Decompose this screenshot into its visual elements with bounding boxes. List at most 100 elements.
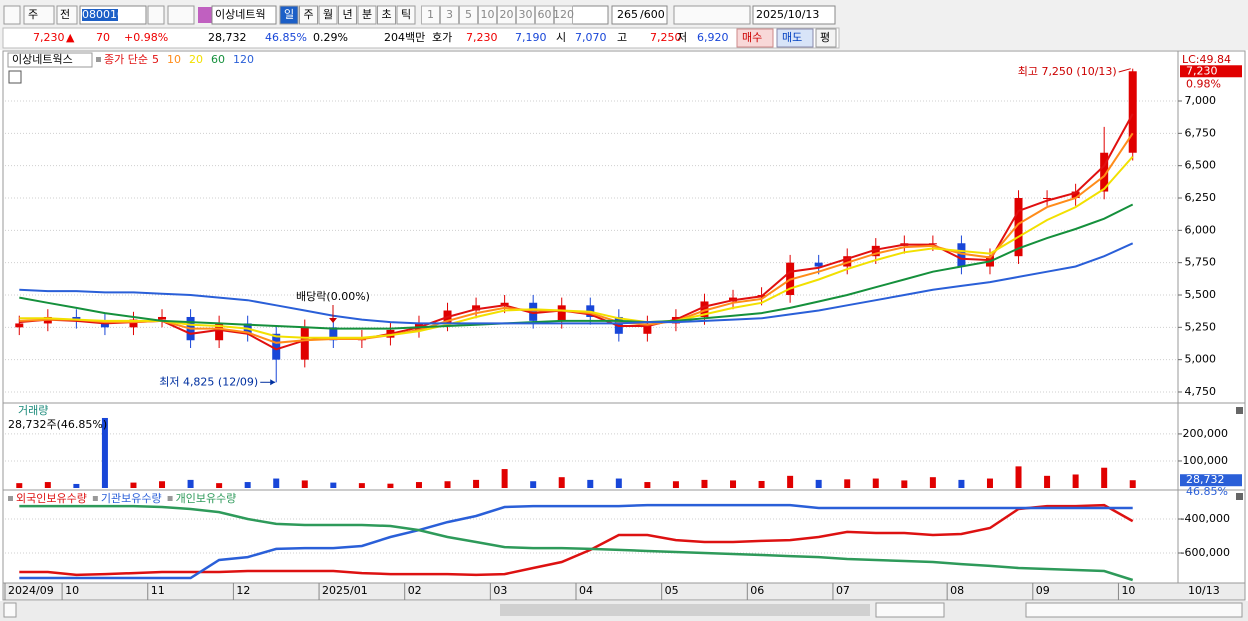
buy: 매수	[742, 31, 762, 44]
max-count: /600	[640, 8, 665, 21]
volume-bar	[73, 483, 80, 488]
period-select[interactable]	[571, 5, 609, 25]
candle-body	[1014, 198, 1023, 257]
interval-button[interactable]	[478, 5, 497, 25]
x-tick-label: 2025/01	[322, 584, 368, 597]
legend-marker	[8, 496, 13, 501]
avg-button[interactable]	[815, 28, 837, 48]
volume-bar	[273, 478, 280, 488]
count-input[interactable]	[611, 5, 668, 25]
candle-body	[1071, 191, 1080, 199]
period: 년	[342, 8, 352, 21]
low-annotation: 최저 4,825 (12/09)	[159, 375, 258, 388]
zoom-tools[interactable]	[1025, 602, 1243, 618]
candle-body	[1128, 71, 1137, 153]
y-tick-label: 5,750	[1185, 256, 1217, 269]
period-button[interactable]	[299, 5, 318, 25]
period-button[interactable]	[377, 5, 396, 25]
prev-button[interactable]	[56, 5, 78, 25]
candle-body	[643, 323, 652, 334]
candle-body	[329, 327, 338, 341]
y-tick-label: 6,250	[1185, 191, 1217, 204]
y-tick-label: 6,000	[1185, 223, 1217, 236]
turnover: 0.29%	[313, 31, 348, 44]
chart-title: 이상네트웍스	[12, 53, 73, 66]
quote-box	[2, 27, 840, 49]
quote-bar: 7,230 ▲ 70 +0.98% 28,732 46.85% 0.29% 20…	[2, 27, 840, 49]
tools[interactable]	[673, 5, 751, 25]
date: 2025/10/13	[756, 8, 819, 21]
volume-bar	[501, 469, 508, 488]
volume-bar	[444, 481, 451, 488]
volume-bar	[330, 482, 337, 488]
last-price-label: 7,230	[1186, 64, 1218, 77]
x-tick-label: 10	[65, 584, 79, 597]
panel-close[interactable]	[1236, 493, 1243, 500]
x-tick-label: 2024/09	[8, 584, 54, 597]
interval: 30	[519, 8, 533, 21]
interval-button[interactable]	[459, 5, 478, 25]
volume-bar	[844, 479, 851, 488]
arrow-head	[270, 379, 276, 386]
sell-button[interactable]	[776, 28, 814, 48]
volume: 28,732	[208, 31, 247, 44]
candle-body	[300, 327, 309, 360]
holding-line	[19, 503, 1133, 580]
candle-body	[1100, 152, 1109, 192]
period-button[interactable]	[279, 5, 299, 25]
interval: 60	[538, 8, 552, 21]
panel-close[interactable]	[1236, 407, 1243, 414]
sound-button[interactable]	[167, 5, 195, 25]
period-button[interactable]	[396, 5, 416, 25]
interval-button[interactable]	[554, 5, 573, 25]
volume-bar	[101, 417, 108, 488]
buy-button[interactable]	[736, 28, 774, 48]
y-tick-label: 100,000	[1183, 454, 1229, 467]
period-button[interactable]	[338, 5, 357, 25]
candle-body	[500, 302, 509, 306]
low-label: 저	[677, 31, 687, 44]
candle-body	[272, 333, 281, 360]
y-tick-label: 5,250	[1185, 320, 1217, 333]
volume-bar	[1072, 474, 1079, 488]
volume-bar	[387, 483, 394, 488]
moving-average	[19, 113, 1134, 351]
volume-bar	[159, 481, 166, 488]
search-button[interactable]	[147, 5, 165, 25]
interval-button[interactable]	[440, 5, 459, 25]
holding-line	[19, 504, 1134, 582]
period-button[interactable]	[318, 5, 338, 25]
ask: 7,230	[466, 31, 498, 44]
x-tick-label: 10	[1121, 584, 1135, 597]
volume-bar	[16, 483, 23, 488]
last-volume-box	[1180, 474, 1242, 487]
period-button[interactable]	[357, 5, 377, 25]
x-end-label: 10/13	[1188, 584, 1220, 597]
volume-bar	[872, 478, 879, 488]
interval-button[interactable]	[421, 5, 440, 25]
scroll-thumb[interactable]	[500, 604, 870, 616]
period: 일	[284, 7, 294, 21]
moving-average	[19, 242, 1134, 325]
interval-button[interactable]	[516, 5, 535, 25]
nav-buttons[interactable]	[875, 602, 945, 618]
date-input[interactable]	[752, 5, 836, 25]
volume-bar	[301, 480, 308, 488]
x-tick-label: 02	[408, 584, 422, 597]
scroll-left[interactable]	[3, 602, 17, 618]
y-tick-label: 200,000	[1183, 427, 1229, 440]
market-select[interactable]	[23, 5, 55, 25]
volume-bar	[1101, 467, 1108, 488]
calc-icon[interactable]	[8, 70, 22, 84]
y-tick-label: 5,000	[1185, 353, 1217, 366]
period: 분	[362, 8, 372, 21]
toolbar: 주 전 080010 이상네트웍 265 /600 2025/10/13	[3, 5, 836, 25]
volume-bar	[244, 482, 251, 488]
interval-button[interactable]	[497, 5, 516, 25]
interval-button[interactable]	[535, 5, 554, 25]
volume-bar	[758, 480, 765, 488]
x-tick-label: 12	[236, 584, 250, 597]
candle-body	[529, 302, 538, 321]
volume-bar	[644, 482, 651, 488]
menu-button[interactable]	[3, 5, 21, 25]
